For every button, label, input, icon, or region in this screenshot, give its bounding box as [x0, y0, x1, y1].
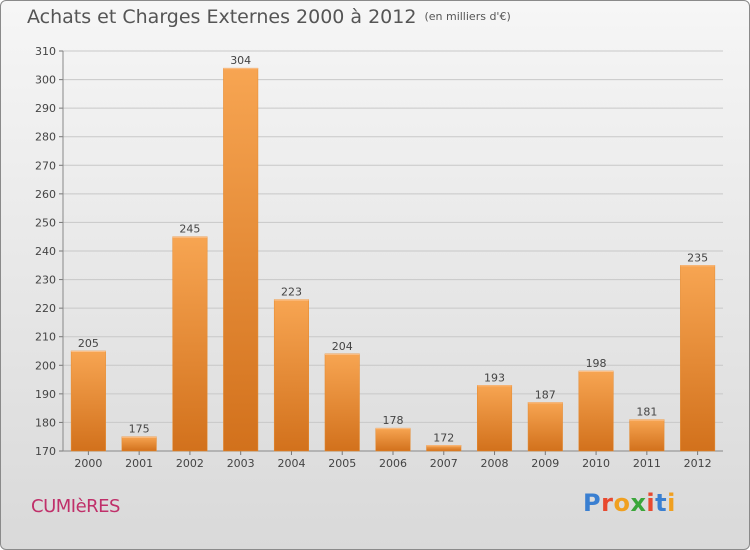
bar: [680, 265, 716, 452]
x-tick-label: 2003: [227, 457, 255, 470]
data-label: 304: [230, 54, 251, 67]
logo-letter: r: [601, 489, 614, 517]
x-tick-label: 2009: [531, 457, 559, 470]
chart-title: Achats et Charges Externes 2000 à 2012 (e…: [27, 6, 511, 28]
x-tick-label: 2010: [582, 457, 610, 470]
y-tick-label: 180: [35, 416, 56, 429]
data-label: 172: [433, 431, 454, 444]
x-tick-label: 2001: [125, 457, 153, 470]
data-label: 205: [78, 337, 99, 350]
logo-letter: i: [646, 489, 656, 517]
title-text: Achats et Charges Externes 2000 à 2012: [27, 6, 417, 28]
bar: [375, 427, 411, 452]
axes: [59, 50, 723, 455]
data-label: 193: [484, 371, 505, 384]
y-tick-label: 240: [35, 245, 56, 258]
bar: [324, 353, 360, 452]
y-tick-label: 300: [35, 74, 56, 87]
logo-letter: i: [667, 489, 676, 517]
logo-letter: P: [583, 489, 602, 517]
x-tick-label: 2000: [74, 457, 102, 470]
data-label: 198: [586, 357, 607, 370]
data-label: 245: [179, 223, 200, 236]
data-label: 204: [332, 340, 353, 353]
y-tick-label: 190: [35, 388, 56, 401]
bar: [70, 350, 106, 452]
data-label: 178: [383, 414, 404, 427]
y-tick-label: 200: [35, 359, 56, 372]
data-label: 181: [636, 406, 657, 419]
title-unit: (en milliers d'€): [424, 10, 511, 23]
logo-letter: o: [613, 489, 631, 517]
y-tick-label: 210: [35, 331, 56, 344]
y-tick-label: 220: [35, 302, 56, 315]
bars: [70, 67, 716, 452]
y-tick-label: 230: [35, 274, 56, 287]
y-tick-label: 310: [35, 45, 56, 58]
y-tick-label: 260: [35, 188, 56, 201]
x-tick-label: 2011: [633, 457, 661, 470]
commune-name: CUMIèRES: [31, 496, 120, 517]
bar: [121, 436, 157, 452]
y-tick-label: 270: [35, 159, 56, 172]
logo-letter: t: [655, 489, 668, 517]
bar: [527, 402, 563, 452]
x-tick-label: 2007: [430, 457, 458, 470]
y-tick-label: 280: [35, 131, 56, 144]
bar: [578, 370, 614, 452]
labels: 170 180 190 200 210 220 230 240 250 260 270 280 290 3…: [35, 45, 712, 470]
proxiti-logo: Proxiti: [583, 489, 676, 517]
data-label: 175: [129, 423, 150, 436]
bar: [172, 236, 208, 452]
x-tick-label: 2006: [379, 457, 407, 470]
y-tick-label: 290: [35, 102, 56, 115]
logo-letter: x: [630, 489, 647, 517]
data-label: 187: [535, 388, 556, 401]
bar: [223, 67, 259, 452]
x-tick-label: 2004: [277, 457, 305, 470]
bar: [477, 385, 513, 452]
data-label: 235: [687, 251, 708, 264]
x-tick-label: 2012: [684, 457, 712, 470]
y-tick-label: 170: [35, 445, 56, 458]
x-tick-label: 2008: [481, 457, 509, 470]
gridlines: [63, 50, 723, 452]
bar: [629, 419, 665, 452]
data-label: 223: [281, 286, 302, 299]
bar: [273, 299, 309, 452]
x-tick-label: 2005: [328, 457, 356, 470]
y-tick-label: 250: [35, 216, 56, 229]
x-tick-label: 2002: [176, 457, 204, 470]
